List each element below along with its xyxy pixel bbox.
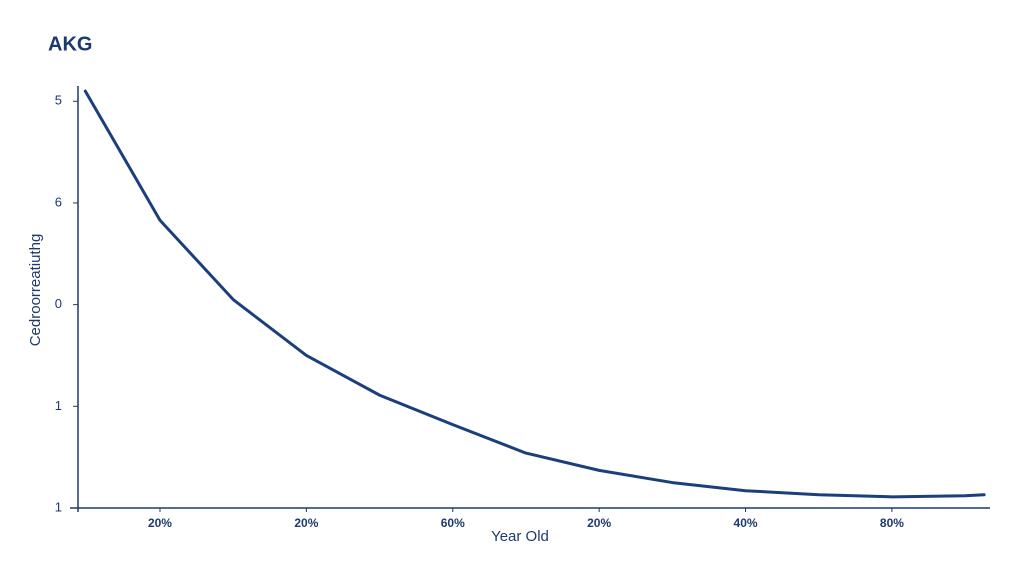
y-tick-label: 1 xyxy=(55,398,62,413)
x-tick-label: 80% xyxy=(880,516,904,530)
y-axis-label: Cedroorreatiuthg xyxy=(27,234,44,347)
x-tick-label: 20% xyxy=(294,516,318,530)
y-tick-label: 1 xyxy=(55,499,62,514)
x-axis-label: Year Old xyxy=(491,528,549,545)
line-series xyxy=(83,89,986,499)
chart-title: AKG xyxy=(48,33,92,55)
x-tick-label: 40% xyxy=(734,516,758,530)
y-tick-label: 6 xyxy=(55,194,62,209)
x-tick-label: 60% xyxy=(441,516,465,530)
y-tick-label: 5 xyxy=(55,93,62,108)
x-tick-label: 20% xyxy=(148,516,172,530)
x-tick-label: 20% xyxy=(587,516,611,530)
y-tick-label: 0 xyxy=(55,296,62,311)
